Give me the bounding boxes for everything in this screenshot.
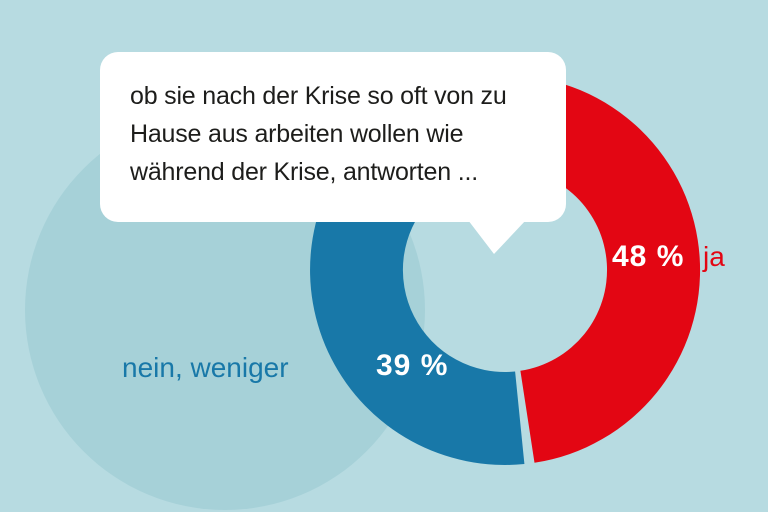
value-label-nein-weniger: 39 % bbox=[376, 349, 449, 382]
speech-bubble-tail-shape bbox=[468, 220, 526, 254]
value-label-ja: 48 % bbox=[612, 240, 685, 273]
speech-bubble-line-3: während der Krise, antworten ... bbox=[130, 158, 478, 186]
category-label-nein-weniger: nein, weniger bbox=[122, 352, 289, 383]
speech-bubble-tail bbox=[468, 220, 526, 254]
category-label-ja: ja bbox=[703, 241, 725, 272]
speech-bubble-line-2: Hause aus arbeiten wollen wie bbox=[130, 120, 464, 148]
speech-bubble-line-1: ob sie nach der Krise so oft von zu bbox=[130, 82, 507, 110]
speech-bubble: ob sie nach der Krise so oft von zu Haus… bbox=[100, 52, 566, 222]
